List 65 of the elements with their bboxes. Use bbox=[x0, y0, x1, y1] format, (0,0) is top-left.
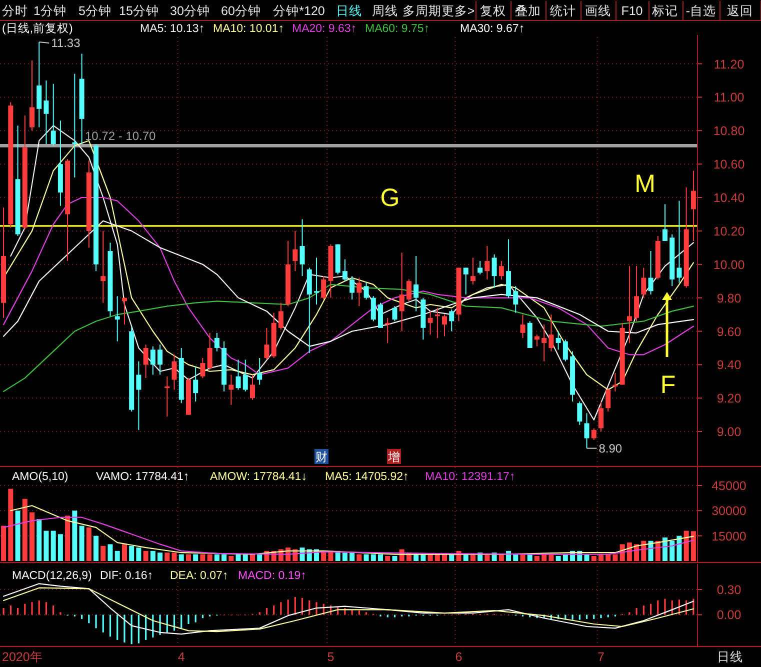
text: 周线 bbox=[372, 4, 398, 18]
text: 分时 bbox=[2, 4, 28, 18]
text: 日线 bbox=[336, 4, 362, 18]
text: 统计 bbox=[550, 4, 576, 18]
chart-title: MACD(12,26,9) bbox=[12, 570, 92, 582]
y-tick-label: 45000 bbox=[712, 478, 746, 493]
text: 1分钟 bbox=[34, 4, 66, 18]
band-label: 10.72 - 10.70 bbox=[85, 129, 156, 143]
y-tick-label: 9.80 bbox=[716, 291, 742, 306]
y-tick-label: 9.20 bbox=[716, 392, 742, 406]
annotation: 11.33 bbox=[51, 36, 81, 50]
text: 叠加 bbox=[515, 4, 541, 18]
text: 5分钟 bbox=[78, 4, 112, 18]
x-tick-label: 7 bbox=[598, 650, 605, 664]
annotation: G bbox=[380, 184, 400, 212]
text: MA5: 14705.92↑ bbox=[325, 471, 409, 483]
y-tick-label: 0.30 bbox=[716, 583, 742, 598]
text: 返回 bbox=[727, 4, 753, 18]
y-tick-label: 30000 bbox=[712, 504, 746, 518]
y-tick-label: 11.00 bbox=[714, 90, 744, 105]
annotation: AMOW: 17784.41↓ bbox=[210, 471, 307, 483]
text: DEA: 0.07↑ bbox=[170, 570, 228, 582]
text: -自选 bbox=[686, 4, 716, 18]
annotation: MACD: 0.19↑ bbox=[238, 570, 306, 582]
text: MA10: 12391.17↑ bbox=[425, 471, 516, 483]
text: 60分钟 bbox=[221, 4, 261, 18]
text: 日线 bbox=[717, 650, 743, 664]
text: MA60: 9.75↑ bbox=[365, 23, 430, 35]
x-tick-label: 4 bbox=[178, 650, 185, 664]
text: F10 bbox=[621, 4, 643, 18]
annotation: F bbox=[660, 371, 676, 399]
y-tick-label: 9.60 bbox=[716, 324, 742, 339]
annotation: 财 bbox=[315, 450, 328, 464]
annotation: 8.90 bbox=[598, 441, 622, 456]
text: 2020年 bbox=[2, 650, 43, 664]
x-tick-label: 5 bbox=[327, 650, 334, 664]
y-tick-label: 11.20 bbox=[714, 57, 744, 72]
text: MA30: 9.67↑ bbox=[460, 23, 525, 35]
text: MA5: 10.13↑ bbox=[140, 23, 205, 35]
text: 画线 bbox=[585, 4, 611, 18]
y-tick-label: 9.40 bbox=[716, 358, 742, 372]
text: 更多> bbox=[441, 4, 475, 18]
y-tick-label: 10.60 bbox=[713, 158, 745, 172]
annotation: 增 bbox=[387, 450, 400, 464]
y-tick-label: 10.20 bbox=[713, 224, 745, 238]
text: MA10: 10.01↑ bbox=[213, 23, 284, 35]
y-tick-label: 9.00 bbox=[716, 425, 742, 440]
text: 分钟*120 bbox=[273, 4, 325, 18]
annotation: VAMO: 17784.41↑ bbox=[96, 471, 190, 483]
chart-title: AMO(5,10) bbox=[12, 471, 68, 483]
text: 多周期 bbox=[402, 4, 442, 18]
series-label: DIF: 0.16↑ bbox=[100, 570, 154, 582]
x-tick-label: 6 bbox=[455, 650, 462, 664]
text: 15分钟 bbox=[119, 4, 159, 18]
y-tick-label: 15000 bbox=[712, 529, 746, 544]
y-tick-label: 10.00 bbox=[713, 258, 745, 272]
y-tick-label: 10.80 bbox=[713, 124, 745, 138]
text: MA20: 9.63↑ bbox=[292, 23, 357, 35]
annotation: M bbox=[634, 170, 656, 198]
text: 复权 bbox=[480, 4, 506, 18]
y-tick-label: 0.00 bbox=[716, 608, 742, 622]
y-tick-label: 10.40 bbox=[713, 191, 745, 205]
text: 30分钟 bbox=[170, 4, 210, 18]
text: 标记 bbox=[651, 4, 678, 18]
chart-title: (日线,前复权) bbox=[2, 22, 74, 35]
